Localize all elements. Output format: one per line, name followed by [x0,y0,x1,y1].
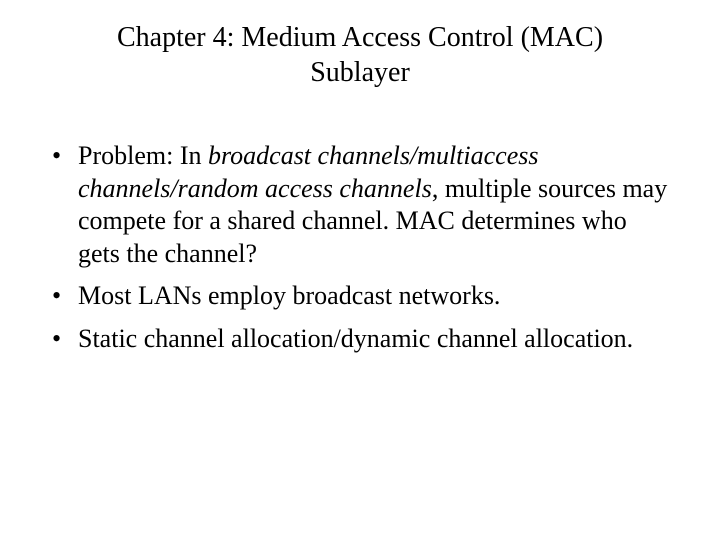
bullet-list: Problem: In broadcast channels/multiacce… [50,140,670,355]
bullet-text-before: Problem: In [78,141,208,170]
bullet-item: Problem: In broadcast channels/multiacce… [50,140,670,270]
bullet-item: Static channel allocation/dynamic channe… [50,323,670,356]
slide: Chapter 4: Medium Access Control (MAC) S… [0,0,720,540]
bullet-item: Most LANs employ broadcast networks. [50,280,670,313]
title-line-2: Sublayer [310,57,410,88]
bullet-text-before: Most LANs employ broadcast networks. [78,281,500,310]
bullet-text-before: Static channel allocation/dynamic channe… [78,324,633,353]
slide-title: Chapter 4: Medium Access Control (MAC) S… [100,20,620,90]
title-line-1: Chapter 4: Medium Access Control (MAC) [117,22,603,53]
